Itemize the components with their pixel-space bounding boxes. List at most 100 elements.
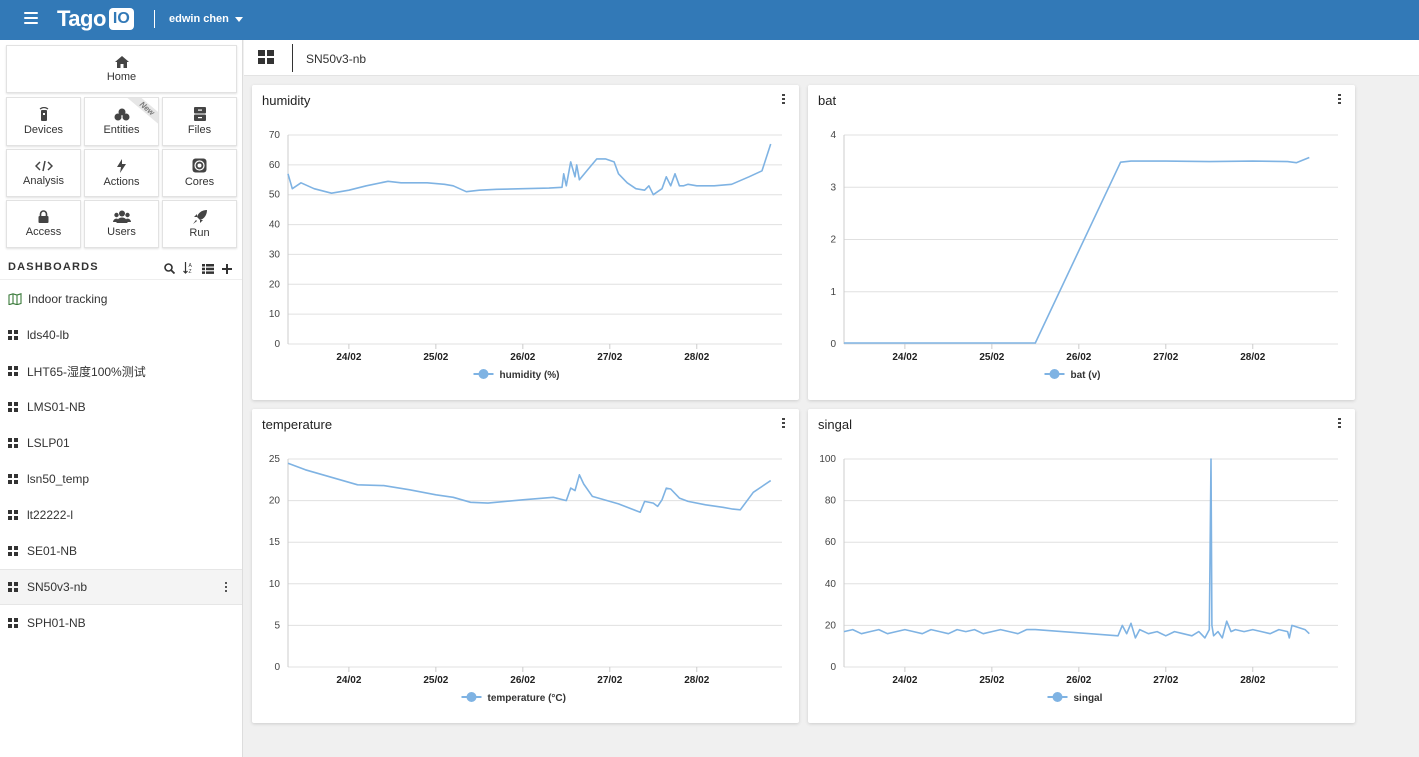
code-icon	[34, 160, 53, 171]
nav-devices-label: Devices	[23, 124, 64, 136]
nav-entities-button[interactable]: New Entities	[84, 97, 159, 146]
y-tick-label: 3	[830, 182, 836, 193]
y-tick-label: 40	[825, 579, 837, 590]
y-tick-label: 50	[269, 190, 281, 201]
users-icon	[112, 210, 131, 223]
search-icon[interactable]	[164, 261, 176, 279]
nav-access-label: Access	[25, 226, 62, 238]
dashboard-icon	[8, 366, 19, 376]
widget-title: temperature	[262, 417, 333, 432]
widget-title: singal	[818, 417, 852, 432]
y-tick-label: 40	[269, 220, 281, 231]
y-tick-label: 0	[274, 339, 280, 350]
lock-icon	[38, 210, 49, 223]
x-tick-label: 26/02	[510, 675, 535, 686]
rocket-icon	[192, 209, 207, 224]
home-icon	[114, 55, 129, 68]
y-tick-label: 20	[269, 496, 281, 507]
more-options-icon[interactable]	[1338, 94, 1341, 106]
dashboard-item[interactable]: lsn50_temp	[0, 461, 242, 497]
dashboard-item[interactable]: lds40-lb	[0, 317, 242, 353]
svg-text:A: A	[189, 263, 193, 269]
dashboard-item[interactable]: lt22222-l	[0, 497, 242, 533]
nav-files-button[interactable]: Files	[162, 97, 237, 146]
y-tick-label: 1	[830, 287, 836, 298]
humidity-chart: 0 10 20 30 40 50 60 70 24/02 25/02 26/02 27/02 28/02…	[269, 130, 782, 381]
top-navigation-bar: Tago IO edwin chen	[0, 0, 1419, 40]
tago-logo[interactable]: Tago IO	[57, 6, 134, 32]
dashboard-grid-icon[interactable]	[258, 50, 274, 64]
nav-devices-button[interactable]: Devices	[6, 97, 81, 146]
legend-label: humidity (%)	[500, 370, 560, 381]
logo-divider	[154, 10, 155, 28]
temperature-chart: 0 5 10 15 20 25 24/02 25/02 26/02 27/02 28/02 tempe…	[269, 454, 782, 704]
legend-marker	[1052, 692, 1063, 702]
singal-chart: 0 20 40 60 80 100 24/02 25/02 26/02 27/02 28/02 sin…	[819, 454, 1338, 704]
y-tick-label: 0	[830, 662, 836, 673]
x-tick-label: 25/02	[423, 352, 448, 363]
nav-analysis-button[interactable]: Analysis	[6, 149, 81, 197]
dashboard-item[interactable]: SN50v3-nb	[0, 569, 242, 605]
dashboard-list: Indoor tracking lds40-lb LHT65-湿度100%测试 LMS…	[0, 281, 242, 641]
y-tick-label: 20	[269, 279, 281, 290]
y-tick-label: 70	[269, 130, 281, 141]
dashboard-icon	[8, 474, 19, 484]
y-tick-label: 80	[825, 496, 837, 507]
dashboard-item-label: LMS01-NB	[27, 400, 86, 414]
dashboard-icon	[8, 330, 19, 340]
x-tick-label: 28/02	[1240, 675, 1265, 686]
more-options-icon[interactable]	[782, 418, 785, 430]
y-tick-label: 100	[819, 454, 836, 465]
entities-icon	[114, 108, 129, 120]
dashboard-icon	[8, 618, 19, 628]
dashboard-icon	[8, 438, 19, 448]
dashboard-item[interactable]: Indoor tracking	[0, 281, 242, 317]
series-line	[287, 462, 772, 513]
hamburger-menu-icon[interactable]	[24, 12, 38, 26]
nav-cores-label: Cores	[184, 176, 215, 188]
x-tick-label: 24/02	[892, 352, 917, 363]
widget-temperature: 0 5 10 15 20 25 24/02 25/02 26/02 27/02 28/02 tempe…	[252, 409, 799, 723]
nav-home-button[interactable]: Home	[6, 45, 237, 93]
list-view-icon[interactable]	[202, 261, 214, 279]
nav-actions-button[interactable]: Actions	[84, 149, 159, 197]
dashboard-item-label: SN50v3-nb	[27, 580, 88, 594]
widget-title: humidity	[262, 93, 311, 108]
x-tick-label: 27/02	[1153, 352, 1178, 363]
files-icon	[193, 107, 206, 121]
legend-marker	[1049, 369, 1060, 379]
widget-title: bat	[818, 93, 837, 108]
user-menu[interactable]: edwin chen	[169, 13, 243, 25]
user-name: edwin chen	[169, 13, 229, 25]
dashboard-item[interactable]: SE01-NB	[0, 533, 242, 569]
dashboard-item[interactable]: LSLP01	[0, 425, 242, 461]
svg-text:Z: Z	[189, 269, 192, 274]
x-tick-label: 24/02	[336, 675, 361, 686]
map-icon	[8, 293, 22, 305]
nav-cores-button[interactable]: Cores	[162, 149, 237, 197]
nav-run-button[interactable]: Run	[162, 200, 237, 248]
dashboard-icon	[8, 546, 19, 556]
y-tick-label: 15	[269, 537, 281, 548]
more-options-icon[interactable]	[782, 94, 785, 106]
add-icon[interactable]	[222, 261, 232, 279]
dashboard-header-bar: SN50v3-nb	[244, 40, 1419, 76]
more-options-icon[interactable]	[1338, 418, 1341, 430]
more-options-icon[interactable]	[225, 582, 228, 594]
series-line	[843, 458, 1310, 639]
dashboard-item-label: lt22222-l	[27, 508, 74, 522]
dashboard-item[interactable]: LMS01-NB	[0, 389, 242, 425]
dashboard-icon	[8, 510, 19, 520]
nav-run-label: Run	[189, 226, 210, 239]
nav-actions-label: Actions	[103, 175, 140, 188]
dashboard-item-label: Indoor tracking	[28, 292, 108, 306]
widget-humidity: 0 10 20 30 40 50 60 70 24/02 25/02 26/02 27/02 28/02…	[252, 85, 799, 400]
header-divider	[292, 44, 293, 72]
dashboard-item[interactable]: SPH01-NB	[0, 605, 242, 641]
dashboard-item[interactable]: LHT65-湿度100%测试	[0, 353, 242, 389]
nav-access-button[interactable]: Access	[6, 200, 81, 248]
nav-users-button[interactable]: Users	[84, 200, 159, 248]
dashboard-item-label: lsn50_temp	[27, 472, 90, 486]
dashboard-item-label: LHT65-湿度100%测试	[27, 364, 146, 379]
